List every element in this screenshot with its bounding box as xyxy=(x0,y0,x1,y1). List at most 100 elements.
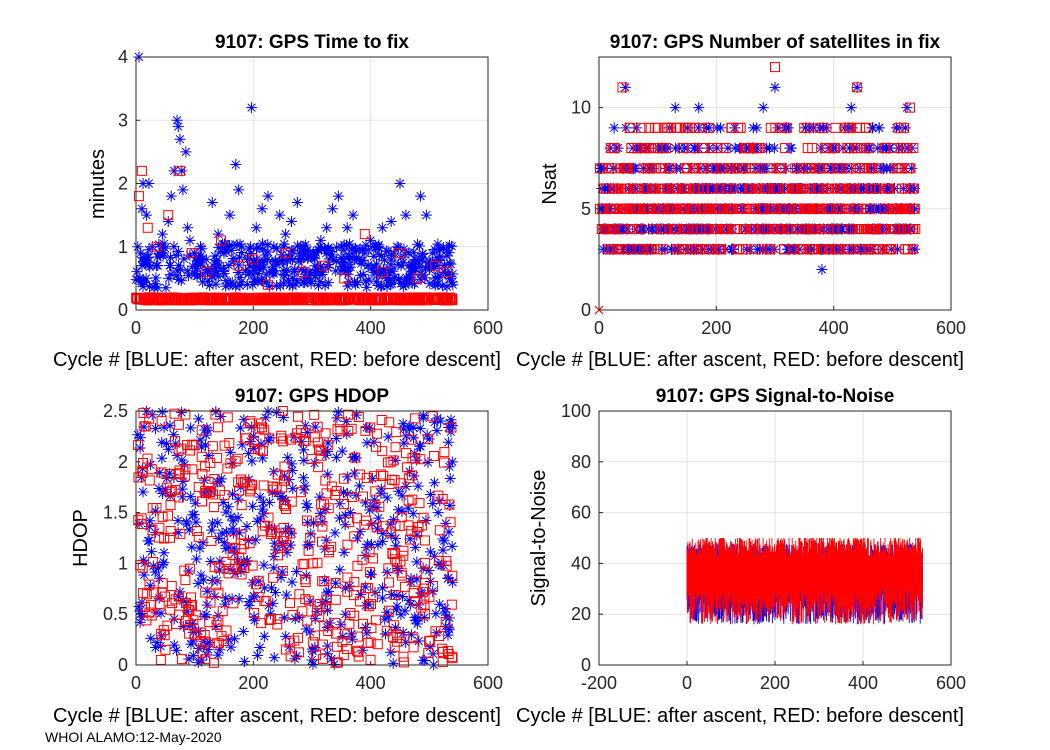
nsat-red-square xyxy=(713,244,724,255)
hdop-blue-star xyxy=(278,612,290,624)
hdop-red-square xyxy=(205,597,216,608)
hdop-blue-star xyxy=(302,517,314,529)
hdop-blue-star xyxy=(338,486,350,498)
hdop-red-square xyxy=(418,583,429,594)
nsat-red-square xyxy=(744,163,755,174)
nsat-red-square xyxy=(860,122,871,133)
ttf-red-square xyxy=(240,295,251,306)
nsat-blue-star xyxy=(656,243,668,255)
hdop-red-square xyxy=(155,654,166,665)
nsat-red-square xyxy=(714,183,725,194)
ttf-red-square xyxy=(132,294,143,305)
hdop-red-square xyxy=(137,466,148,477)
nsat-red-square xyxy=(600,224,611,235)
hdop-red-square xyxy=(384,417,395,428)
nsat-blue-star xyxy=(710,162,722,174)
hdop-red-square xyxy=(312,437,323,448)
ttf-blue-star xyxy=(354,243,366,255)
hdop-blue-star xyxy=(446,456,458,468)
ttf-red-square xyxy=(187,294,198,305)
hdop-red-square xyxy=(372,639,383,650)
nsat-blue-star xyxy=(703,243,715,255)
ttf-blue-star xyxy=(400,209,412,221)
ttf-blue-star xyxy=(380,272,392,284)
hdop-blue-star xyxy=(157,558,169,570)
hdop-red-square xyxy=(311,650,322,661)
nsat-red-square xyxy=(626,203,637,214)
hdop-blue-star xyxy=(278,412,290,424)
hdop-blue-star xyxy=(158,547,170,559)
nsat-red-square xyxy=(679,203,690,214)
hdop-red-square xyxy=(249,443,260,454)
hdop-blue-star xyxy=(301,502,313,514)
ttf-blue-star xyxy=(140,272,152,284)
hdop-blue-star xyxy=(249,591,261,603)
nsat-red-square xyxy=(863,244,874,255)
ttf-blue-star xyxy=(173,274,185,286)
nsat-red-square xyxy=(750,183,761,194)
nsat-blue-star xyxy=(892,243,904,255)
ttf-red-square xyxy=(416,292,427,303)
ttf-red-square xyxy=(163,210,174,221)
nsat-red-square xyxy=(632,183,643,194)
hdop-red-square xyxy=(167,598,178,609)
nsat-red-square xyxy=(718,163,729,174)
hdop-blue-star xyxy=(162,443,174,455)
nsat-ytick-label: 0 xyxy=(581,300,591,320)
ttf-blue-star xyxy=(381,281,393,293)
ttf-red-square xyxy=(257,295,268,306)
nsat-red-square xyxy=(620,244,631,255)
ttf-blue-star xyxy=(144,281,156,293)
hdop-blue-star xyxy=(443,461,455,473)
ttf-red-square xyxy=(400,292,411,303)
nsat-blue-star xyxy=(890,122,902,134)
hdop-red-square xyxy=(444,499,455,510)
hdop-red-square xyxy=(362,638,373,649)
hdop-blue-star xyxy=(409,614,421,626)
hdop-red-square xyxy=(419,599,430,610)
nsat-blue-star xyxy=(864,243,876,255)
hdop-red-square xyxy=(406,434,417,445)
nsat-blue-star xyxy=(761,142,773,154)
hdop-red-square xyxy=(245,480,256,491)
hdop-red-square xyxy=(382,457,393,468)
hdop-blue-star xyxy=(156,452,168,464)
ttf-blue-star xyxy=(206,270,218,282)
nsat-red-square xyxy=(639,244,650,255)
nsat-blue-star xyxy=(707,183,719,195)
nsat-red-square xyxy=(908,203,919,214)
hdop-blue-star xyxy=(417,654,429,666)
hdop-blue-star xyxy=(391,590,403,602)
ttf-blue-star xyxy=(136,260,148,272)
ttf-red-square xyxy=(410,293,421,304)
hdop-blue-star xyxy=(201,585,213,597)
hdop-blue-star xyxy=(439,606,451,618)
hdop-blue-star xyxy=(447,576,459,588)
hdop-blue-star xyxy=(434,598,446,610)
nsat-red-square xyxy=(864,143,875,154)
nsat-blue-star xyxy=(823,243,835,255)
ttf-blue-star xyxy=(391,241,403,253)
ttf-blue-star xyxy=(344,238,356,250)
hdop-blue-star xyxy=(281,546,293,558)
nsat-red-square xyxy=(699,203,710,214)
ttf-blue-star xyxy=(204,279,216,291)
hdop-blue-star xyxy=(197,537,209,549)
hdop-red-square xyxy=(244,418,255,429)
nsat-red-square xyxy=(720,143,731,154)
hdop-blue-star xyxy=(390,540,402,552)
ttf-blue-star xyxy=(362,260,374,272)
nsat-blue-star xyxy=(901,102,913,114)
ttf-blue-star xyxy=(236,247,248,259)
ttf-blue-star xyxy=(382,266,394,278)
hdop-red-square xyxy=(133,440,144,451)
hdop-blue-star xyxy=(400,480,412,492)
ttf-blue-star xyxy=(137,178,149,189)
ttf-red-square xyxy=(359,229,370,240)
ttf-blue-star xyxy=(371,266,383,278)
hdop-blue-star xyxy=(170,644,182,656)
ttf-blue-star xyxy=(441,281,453,293)
hdop-blue-star xyxy=(170,438,182,450)
hdop-red-square xyxy=(315,450,326,461)
hdop-red-square xyxy=(200,587,211,598)
